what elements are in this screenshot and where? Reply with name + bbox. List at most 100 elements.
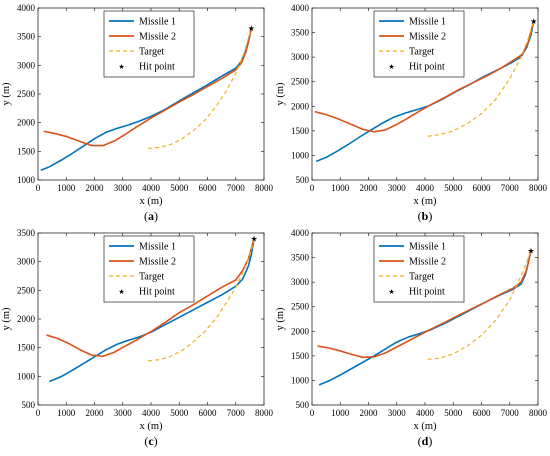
x-tick-label: 1000 <box>331 408 350 418</box>
legend-label-missile1: Missile 1 <box>409 17 446 28</box>
y-tick-label: 1500 <box>291 351 310 361</box>
x-tick-label: 2000 <box>360 408 379 418</box>
y-tick-label: 3500 <box>291 28 310 38</box>
legend-label-missile2: Missile 2 <box>139 257 176 268</box>
x-tick-label: 8000 <box>529 408 548 418</box>
x-tick-label: 2000 <box>360 183 379 193</box>
x-tick-label: 1000 <box>57 183 76 193</box>
y-axis-label: y (m) <box>1 82 12 106</box>
y-tick-label: 2500 <box>17 89 36 99</box>
y-tick-label: 1000 <box>17 371 36 381</box>
hit-point-marker: ★ <box>530 17 537 26</box>
x-tick-label: 5000 <box>170 408 189 418</box>
series-line-target <box>148 238 255 362</box>
x-tick-label: 6000 <box>473 183 492 193</box>
y-tick-label: 1000 <box>17 175 36 185</box>
legend-label-missile1: Missile 1 <box>139 17 176 28</box>
x-tick-label: 7000 <box>501 408 520 418</box>
legend-box <box>103 235 195 303</box>
x-tick-label: 0 <box>36 183 41 193</box>
legend: Missile 1 Missile 2 Target ★ Hit point <box>373 10 465 78</box>
legend-label-missile1: Missile 1 <box>139 242 176 253</box>
y-tick-label: 3000 <box>291 52 310 62</box>
x-tick-label: 0 <box>310 183 315 193</box>
x-axis-label: x (m) <box>139 421 163 432</box>
x-tick-label: 1000 <box>331 183 350 193</box>
x-tick-label: 3000 <box>114 183 133 193</box>
y-tick-label: 2000 <box>291 326 310 336</box>
y-tick-label: 2000 <box>17 118 36 128</box>
panel-caption-close: ) <box>428 209 432 223</box>
y-tick-label: 3500 <box>291 253 310 263</box>
y-tick-label: 2000 <box>17 314 36 324</box>
series-line-target <box>148 27 252 150</box>
x-tick-label: 2000 <box>86 408 105 418</box>
panel-caption-letter: b <box>422 209 429 223</box>
series-line-missile1 <box>48 238 255 383</box>
legend-label-missile1: Missile 1 <box>409 242 446 253</box>
y-tick-label: 3000 <box>17 257 36 267</box>
legend-box <box>373 10 465 78</box>
panel-caption: (d) <box>418 434 433 448</box>
y-tick-label: 3000 <box>17 60 36 70</box>
panel-caption-close: ) <box>154 434 158 448</box>
y-tick-label: 3000 <box>291 277 310 287</box>
series-line-missile2 <box>46 238 255 358</box>
x-tick-label: 6000 <box>473 408 492 418</box>
y-tick-label: 3500 <box>17 32 36 42</box>
x-tick-label: 3000 <box>114 408 133 418</box>
x-tick-label: 5000 <box>444 183 463 193</box>
x-tick-label: 7000 <box>501 183 520 193</box>
y-tick-label: 2500 <box>291 77 310 87</box>
x-tick-label: 0 <box>310 408 315 418</box>
y-tick-label: 1500 <box>17 343 36 353</box>
x-axis-label: x (m) <box>413 196 437 207</box>
legend-label-hit: Hit point <box>139 62 175 73</box>
hit-point-marker: ★ <box>251 235 258 244</box>
x-tick-label: 5000 <box>170 183 189 193</box>
y-tick-label: 2500 <box>291 302 310 312</box>
series-line-missile1 <box>40 27 253 171</box>
x-tick-label: 7000 <box>227 183 246 193</box>
legend-label-target: Target <box>409 272 434 283</box>
panel-b: 0 1000 2000 3000 4000 5000 6000 7000 8000 500 1000… <box>275 3 548 223</box>
legend-label-target: Target <box>139 47 164 58</box>
hit-point-marker: ★ <box>248 24 255 33</box>
panel-caption-letter: c <box>148 434 154 448</box>
series-line-missile2 <box>317 250 532 359</box>
y-tick-label: 4000 <box>17 3 36 13</box>
panel-caption-close: ) <box>154 209 158 223</box>
y-tick-label: 2500 <box>17 285 36 295</box>
legend-label-missile2: Missile 2 <box>409 32 446 43</box>
legend-label-missile2: Missile 2 <box>409 257 446 268</box>
x-tick-label: 4000 <box>142 408 161 418</box>
x-tick-label: 6000 <box>199 408 218 418</box>
legend-label-target: Target <box>409 47 434 58</box>
legend: Missile 1 Missile 2 Target ★ Hit point <box>373 235 465 303</box>
y-axis-label: y (m) <box>275 82 286 106</box>
panel-caption-open: ( <box>418 209 422 223</box>
y-tick-label: 500 <box>296 175 310 185</box>
x-tick-label: 3000 <box>388 408 407 418</box>
panel-caption-letter: d <box>422 434 429 448</box>
panel-a: 0 1000 2000 3000 4000 5000 6000 7000 80001000150… <box>1 3 274 223</box>
legend-swatch-hit: ★ <box>388 63 394 71</box>
x-tick-label: 5000 <box>444 408 463 418</box>
x-tick-label: 8000 <box>255 408 274 418</box>
legend-label-hit: Hit point <box>409 62 445 73</box>
panel-c: 0 1000 2000 3000 4000 5000 6000 7000 8000 500 1000… <box>1 228 274 448</box>
x-tick-label: 2000 <box>86 183 105 193</box>
legend-label-hit: Hit point <box>139 287 175 298</box>
y-tick-label: 2000 <box>291 101 310 111</box>
x-tick-label: 4000 <box>416 183 435 193</box>
panel-caption-open: ( <box>418 434 422 448</box>
panel-caption: (a) <box>144 209 158 223</box>
x-tick-label: 1000 <box>57 408 76 418</box>
y-tick-label: 1500 <box>17 146 36 156</box>
x-tick-label: 8000 <box>529 183 548 193</box>
legend-label-hit: Hit point <box>409 287 445 298</box>
legend: Missile 1 Missile 2 Target ★ Hit point <box>103 235 195 303</box>
panel-d: 0 1000 2000 3000 4000 5000 6000 7000 8000 500 1000… <box>275 228 548 448</box>
